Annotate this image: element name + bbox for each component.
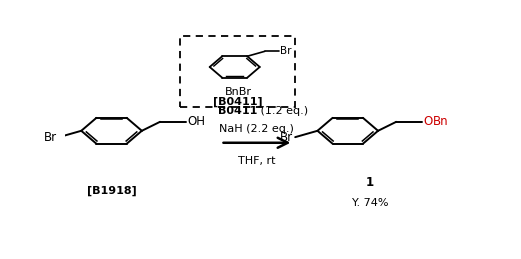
Text: NaH (2.2 eq.): NaH (2.2 eq.) <box>219 124 294 134</box>
Text: THF, rt: THF, rt <box>238 156 276 166</box>
Text: Y. 74%: Y. 74% <box>352 198 388 208</box>
Text: [B1918]: [B1918] <box>86 185 137 196</box>
Text: 1: 1 <box>366 176 374 189</box>
Text: Br: Br <box>280 46 291 56</box>
Text: Br: Br <box>44 131 57 144</box>
Text: [B0411]: [B0411] <box>213 97 263 107</box>
Text: OH: OH <box>188 115 206 128</box>
Text: Bn: Bn <box>432 115 448 128</box>
Text: (1.2 eq.): (1.2 eq.) <box>257 106 308 116</box>
Text: BnBr: BnBr <box>225 87 252 97</box>
Text: Br: Br <box>280 131 293 144</box>
Text: O: O <box>424 115 433 128</box>
Text: B0411: B0411 <box>218 106 257 116</box>
